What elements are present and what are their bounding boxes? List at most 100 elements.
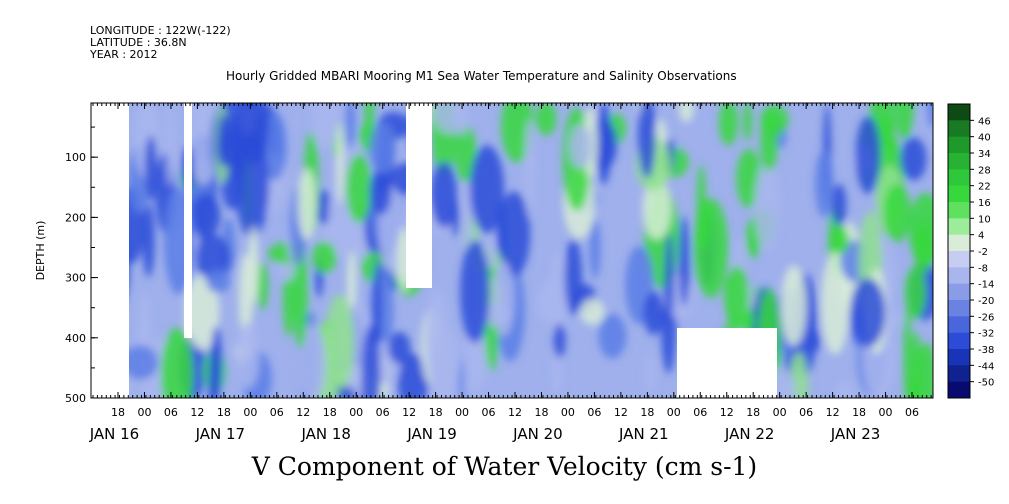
heatmap-cell [397,353,429,398]
heatmap-cell [195,234,231,281]
heatmap-cell [282,266,296,337]
colorbar-swatch [948,349,970,366]
x-hour-label: 12 [508,406,522,419]
x-axis-variable-label: V Component of Water Velocity (cm s-1) [251,452,758,481]
colorbar-label: -38 [978,345,994,356]
colorbar-swatch [948,120,970,138]
heatmap-cell [248,225,259,304]
heatmap-cell [638,103,656,179]
heatmap-cell [644,354,656,394]
data-gap [677,328,717,398]
heatmap-cell [904,266,926,320]
colorbar-swatch [948,153,970,170]
heatmap-cell [216,126,235,168]
colorbar-label: -44 [978,361,994,372]
colorbar-swatch [948,202,970,219]
heatmap-cell [535,103,557,136]
colorbar-label: 46 [978,116,991,127]
x-hour-label: 00 [879,406,893,419]
colorbar-label: -50 [978,378,994,389]
colorbar-swatch [948,104,970,121]
heatmap-cell [239,103,270,165]
colorbar-label: 4 [978,231,984,242]
heatmap-plot-area [91,103,933,398]
heatmap-cell [236,322,260,389]
heatmap-cell [188,103,220,185]
heatmap-cell [855,116,881,194]
heatmap-cell [184,274,220,350]
y-tick-label: 500 [65,392,86,405]
colorbar-swatch [948,332,970,350]
x-hour-label: 00 [455,406,469,419]
heatmap-cell [780,265,807,346]
heatmap-cell [190,193,221,239]
heatmap-cell [210,325,222,398]
heatmap-cell [553,323,566,359]
x-hour-label: 18 [746,406,760,419]
x-hour-label: 06 [376,406,390,419]
x-hour-label: 06 [799,406,813,419]
colorbar-label: -26 [978,312,994,323]
heatmap-cell [754,163,781,251]
x-hour-label: 00 [773,406,787,419]
y-axis-label: DEPTH (m) [34,221,47,281]
x-hour-label: 00 [561,406,575,419]
heatmap-cell [849,278,886,348]
colorbar-swatch [948,316,970,334]
heatmap-cell [160,327,194,398]
heatmap-cell [369,122,396,175]
heatmap-cell [256,261,269,310]
heatmap-cell [726,265,749,332]
heatmap-cell [165,103,175,187]
heatmap-cell [569,124,592,169]
heatmap-cell [814,149,834,218]
colorbar-label: -8 [978,263,988,274]
colorbar-label: -20 [978,296,994,307]
heatmap-cell [718,103,739,146]
x-hour-label: 18 [534,406,548,419]
colorbar-label: 22 [978,182,991,193]
heatmap-cell [335,123,344,205]
heatmap-cell [743,103,753,142]
colorbar-label: 40 [978,133,991,144]
y-tick-label: 300 [65,272,86,285]
x-hour-label: 18 [429,406,443,419]
colorbar-swatch [948,300,970,317]
heatmap-cell [293,240,308,350]
heatmap-cell [524,119,536,219]
colorbar-swatch [948,251,970,268]
heatmap-cell [369,168,392,215]
colorbar-swatch [948,234,970,252]
x-hour-label: 12 [190,406,204,419]
x-hour-label: 00 [667,406,681,419]
heatmap-cell [361,325,381,398]
heatmap-cell [492,260,515,337]
x-hour-label: 12 [720,406,734,419]
heatmap-cell [297,168,317,241]
colorbar-label: 28 [978,165,991,176]
heatmap-cell [298,324,327,398]
x-hour-label: 00 [349,406,363,419]
heatmap-cell [497,191,531,277]
heatmap-cell [458,103,468,137]
x-hour-label: 06 [164,406,178,419]
x-day-label: JAN 21 [618,425,669,443]
x-hour-label: 12 [296,406,310,419]
longitude-label: LONGITUDE : 122W(-122) [90,24,231,37]
heatmap-cell [664,233,674,324]
heatmap-cell [643,291,664,336]
heatmap-cell [469,145,505,234]
colorbar-swatch [948,381,970,399]
heatmap-cell [900,137,927,181]
x-hour-label: 06 [587,406,601,419]
y-tick-label: 200 [65,211,86,224]
x-hour-label: 12 [402,406,416,419]
heatmap-cell [433,103,465,134]
heatmap-cell [564,238,583,316]
latitude-label: LATITUDE : 36.8N [90,36,187,49]
data-gap [406,103,432,288]
heatmap-cell [834,381,856,398]
heatmap-cell [821,252,850,355]
heatmap-cell [760,104,789,136]
